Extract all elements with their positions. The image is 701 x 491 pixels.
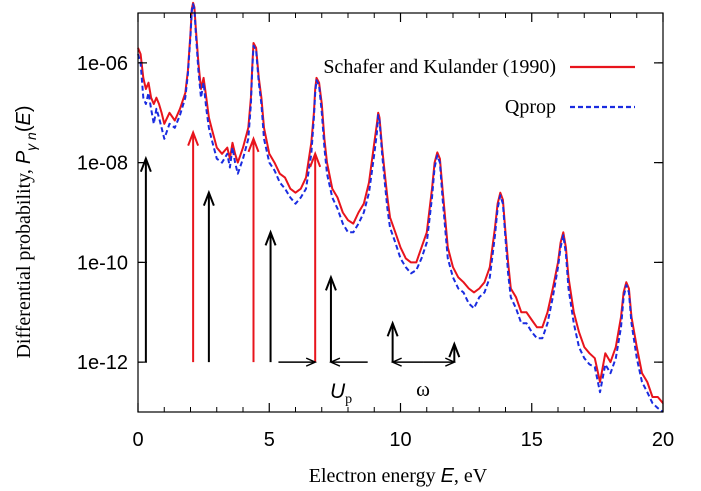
red-arrow-0-head [187, 129, 200, 146]
series-line-1 [137, 3, 664, 413]
red-arrow-1-head [247, 136, 260, 153]
legend-label-schafer: Schafer and Kulander (1990) [323, 56, 556, 78]
y-tick-label-1: 1e-10 [77, 252, 128, 274]
x-tick-label-4: 20 [652, 429, 674, 451]
x-axis-label: Electron energy E, eV [309, 465, 488, 487]
y-axis-label: Differential probability, Pγ n(E) [13, 105, 39, 358]
axes-layer: 0 5 10 15 20 1e-12 1e-10 1e-08 1e-06 [77, 12, 674, 451]
black-arrow-2-head [264, 229, 277, 246]
x-tick-label-2: 10 [389, 429, 411, 451]
y-axis-label-arg: E [13, 111, 35, 125]
up-span-left-arrow-head [305, 357, 318, 367]
x-axis-label-prefix: Electron energy [309, 465, 441, 487]
y-axis-label-sub: γ n [23, 132, 39, 151]
omega-span-left-arrow-head [390, 357, 402, 367]
omega-span-right-arrow-head [445, 357, 457, 367]
black-arrow-5-head [448, 341, 461, 358]
y-tick-label-0: 1e-12 [77, 352, 128, 374]
up-span-right-arrow-head [329, 357, 341, 367]
x-tick-label-3: 15 [521, 429, 543, 451]
legend-label-qprop: Qprop [505, 96, 556, 118]
x-axis-label-var: E [441, 465, 455, 487]
plot-content [137, 1, 664, 413]
y-axis-label-prefix: Differential probability, [13, 164, 35, 358]
black-arrow-1-head [202, 189, 215, 207]
red-arrow-2-head [309, 151, 322, 168]
legend: Schafer and Kulander (1990) Qprop [323, 56, 635, 118]
up-label: Up [330, 380, 352, 407]
black-arrow-0-head [139, 155, 152, 173]
black-arrow-3-head [325, 274, 337, 291]
omega-label: ω [416, 377, 430, 401]
x-tick-label-1: 5 [264, 429, 275, 451]
x-axis-label-suffix: , eV [454, 465, 488, 487]
y-tick-label-3: 1e-06 [77, 53, 128, 75]
y-axis-label-var: P [13, 150, 35, 164]
y-tick-label-2: 1e-08 [77, 153, 128, 175]
x-tick-label-0: 0 [132, 429, 143, 451]
black-arrow-4-head [386, 320, 399, 337]
